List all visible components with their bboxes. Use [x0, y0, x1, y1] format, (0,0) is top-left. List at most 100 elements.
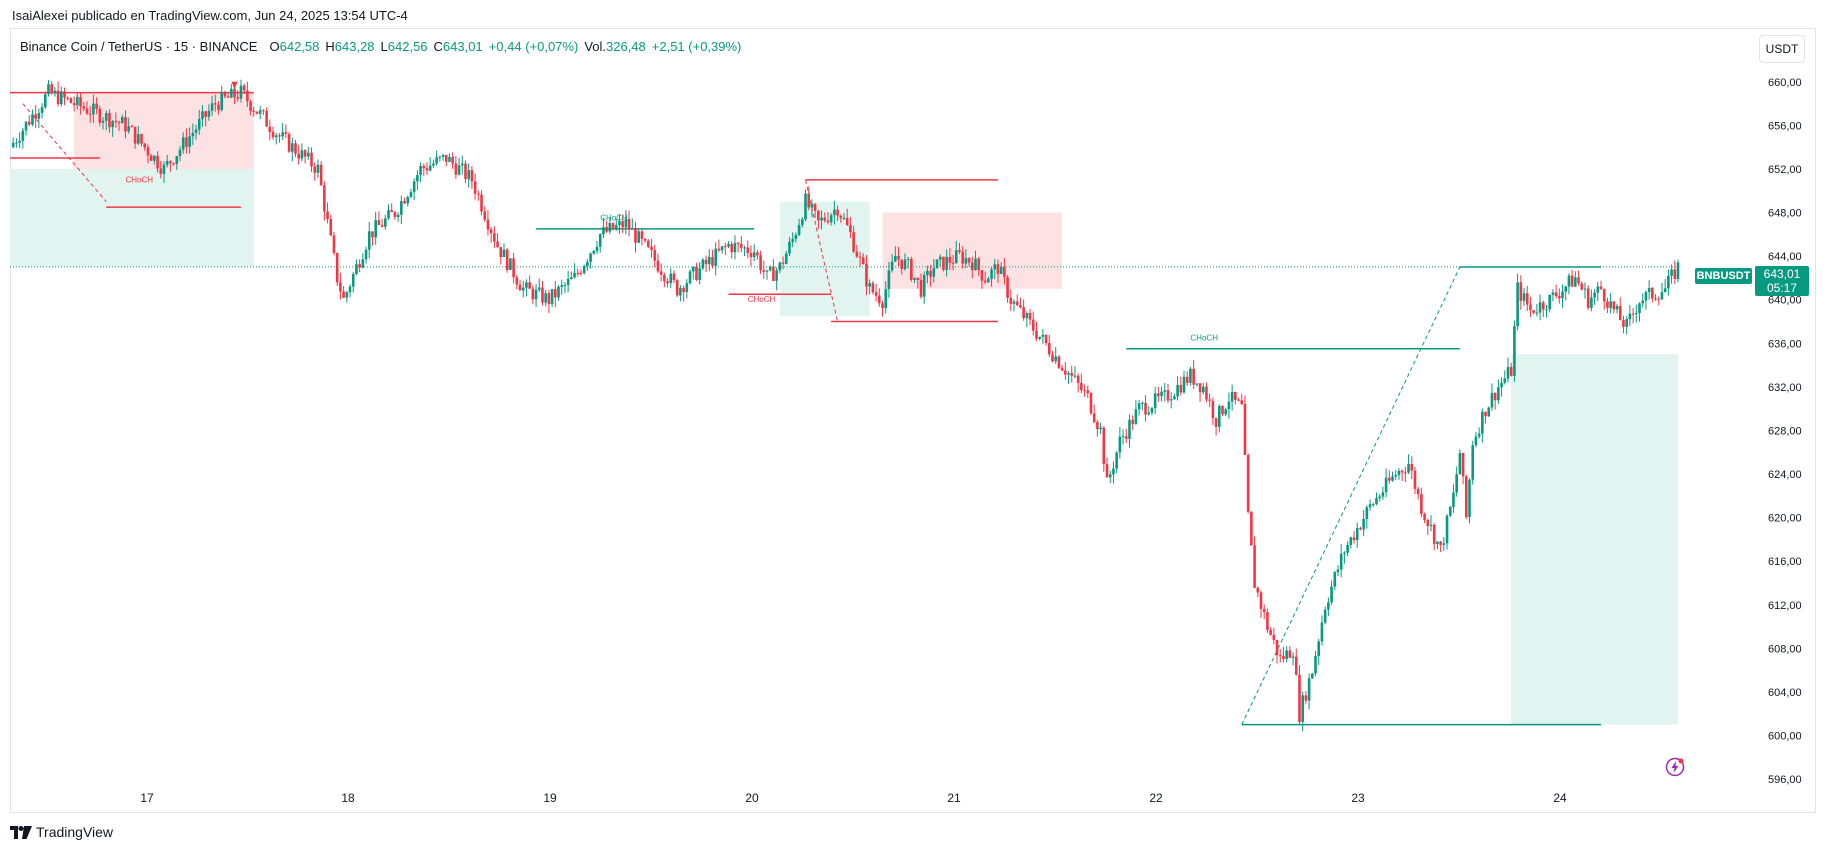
candle-body — [1631, 313, 1635, 315]
currency-button[interactable]: USDT — [1759, 35, 1805, 63]
chart-pane[interactable] — [10, 28, 1816, 813]
candle-body — [894, 255, 897, 262]
candle-body — [1545, 309, 1548, 311]
candle-body — [1218, 405, 1221, 427]
candle-body — [1099, 427, 1102, 430]
candle-body — [861, 257, 865, 265]
candle-body — [162, 164, 166, 174]
candle-body — [1410, 464, 1414, 471]
candle-body — [868, 283, 871, 287]
candle-body — [1359, 528, 1362, 530]
candle-body — [948, 256, 952, 263]
diag-right — [1241, 266, 1461, 725]
candle-body — [419, 165, 422, 176]
candle-body — [117, 122, 121, 124]
candle-body — [550, 289, 554, 305]
flash-icon[interactable] — [1665, 757, 1685, 777]
candle-body — [342, 291, 345, 298]
candle-body — [1243, 403, 1247, 455]
candle-body — [37, 112, 41, 119]
candle-body — [207, 110, 211, 117]
candle-body — [400, 201, 403, 215]
diag-left — [22, 103, 107, 202]
candle-body — [813, 204, 817, 211]
candle-body — [1606, 301, 1609, 308]
price-axis-label: 632,00 — [1768, 382, 1802, 394]
candle-body — [1096, 421, 1099, 430]
candle-body — [775, 270, 778, 281]
candle-body — [448, 156, 451, 162]
candle-body — [794, 234, 798, 240]
candle-body — [351, 273, 355, 287]
candle-body — [1676, 262, 1680, 279]
candle-body — [1047, 343, 1051, 355]
candle-body — [961, 251, 964, 264]
candle-body — [1166, 390, 1170, 401]
candle-body — [181, 137, 185, 150]
high-value: 643,28 — [334, 39, 375, 54]
candle-body — [659, 271, 663, 275]
candle-body — [1487, 407, 1491, 417]
candle-body — [1439, 541, 1442, 545]
candle-body — [486, 219, 490, 230]
price-axis-label: 600,00 — [1768, 731, 1802, 743]
candle-body — [477, 193, 480, 195]
candle-body — [165, 161, 169, 165]
candle-body — [643, 238, 647, 241]
candle-body — [611, 223, 615, 230]
candle-body — [287, 133, 291, 152]
candle-body — [1054, 356, 1058, 362]
candle-body — [518, 284, 522, 291]
candle-body — [788, 241, 791, 254]
candle-body — [284, 132, 288, 134]
candle-body — [422, 165, 426, 169]
candle-body — [1548, 294, 1551, 310]
diag-mid — [805, 179, 839, 322]
candle-body — [743, 247, 746, 249]
candle-body — [47, 84, 50, 95]
price-axis-label: 660,00 — [1768, 77, 1802, 89]
candle-body — [1551, 292, 1555, 295]
candle-body — [213, 103, 217, 105]
candle-body — [60, 91, 63, 105]
candle-body — [156, 155, 159, 169]
candle-body — [1208, 399, 1211, 401]
candle-body — [967, 257, 971, 263]
candle-body — [1224, 409, 1228, 415]
candle-body — [906, 258, 910, 260]
candle-body — [153, 155, 156, 161]
candle-body — [451, 156, 454, 164]
bar-countdown: 05:17 — [1766, 281, 1798, 295]
candle-body — [1426, 519, 1430, 526]
candle-body — [1506, 367, 1510, 379]
candle-body — [1580, 283, 1584, 290]
candle-body — [1153, 393, 1157, 409]
candle-body — [1500, 382, 1503, 388]
candle-body — [762, 270, 766, 272]
tradingview-logo-icon — [10, 825, 32, 839]
candle-body — [640, 231, 644, 239]
tradingview-footer[interactable]: TradingView — [10, 824, 113, 840]
candle-body — [24, 121, 28, 131]
candle-body — [339, 282, 342, 292]
candle-body — [1599, 286, 1603, 290]
candle-body — [938, 256, 942, 260]
candle-body — [1317, 641, 1321, 656]
symbol-legend[interactable]: Binance Coin / TetherUS · 15 · BINANCE O… — [20, 39, 741, 54]
candle-body — [1057, 356, 1061, 368]
price-axis-label: 652,00 — [1768, 164, 1802, 176]
low-label: L — [380, 39, 388, 54]
candle-body — [435, 157, 438, 164]
price-axis-label: 612,00 — [1768, 600, 1802, 612]
choch-label: CHoCH — [125, 175, 153, 184]
candle-body — [1452, 492, 1455, 507]
symbol-title[interactable]: Binance Coin / TetherUS · 15 · BINANCE — [20, 39, 258, 54]
candle-body — [996, 264, 1000, 274]
candle-body — [1173, 396, 1176, 400]
publish-info: IsaiAlexei publicado en TradingView.com,… — [12, 8, 408, 23]
candle-body — [85, 108, 89, 114]
candle-body — [544, 293, 547, 303]
candle-body — [82, 106, 86, 109]
candle-body — [1541, 302, 1545, 310]
